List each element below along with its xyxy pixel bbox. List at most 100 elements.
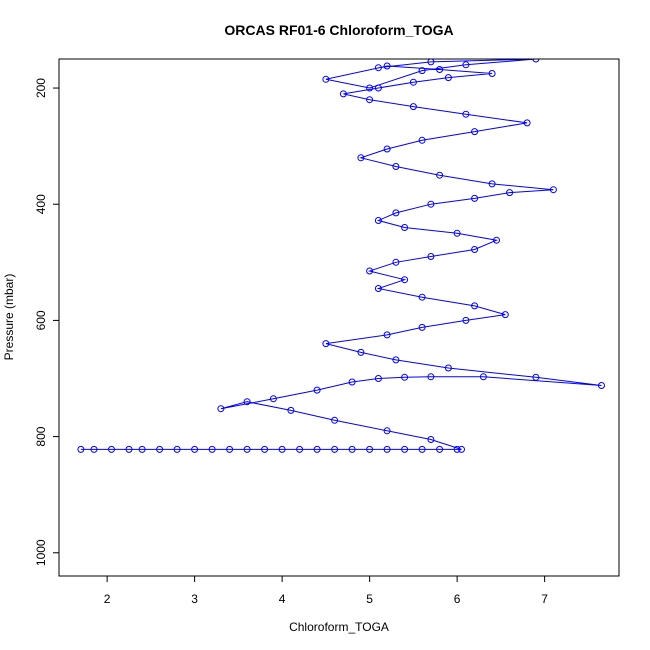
- data-point: [208, 445, 216, 453]
- x-tick-label: 3: [191, 592, 198, 606]
- data-point: [357, 348, 365, 356]
- y-tick-label: 400: [34, 194, 48, 214]
- data-point: [383, 427, 391, 435]
- data-point: [532, 373, 540, 381]
- data-point: [471, 302, 479, 310]
- data-point: [278, 445, 286, 453]
- data-point: [392, 258, 400, 266]
- data-point: [488, 70, 496, 77]
- data-point: [418, 293, 426, 301]
- data-point: [458, 445, 465, 453]
- data-point: [357, 154, 365, 162]
- data-point: [331, 445, 339, 453]
- x-tick-label: 6: [454, 592, 461, 606]
- data-point: [339, 90, 347, 98]
- data-point: [532, 59, 540, 63]
- data-point: [409, 78, 417, 86]
- data-point: [383, 145, 391, 153]
- data-point: [322, 340, 330, 348]
- data-point: [436, 171, 444, 179]
- data-point: [401, 373, 409, 381]
- data-point: [401, 276, 409, 284]
- x-tick-label: 4: [279, 592, 286, 606]
- data-point: [427, 373, 435, 381]
- data-point: [462, 61, 470, 69]
- data-point: [173, 445, 181, 453]
- data-point: [374, 285, 382, 292]
- data-point: [392, 356, 400, 364]
- data-point: [462, 110, 470, 118]
- data-point: [331, 416, 339, 424]
- data-point: [90, 445, 98, 453]
- series-layer: [77, 59, 605, 453]
- chart-title: ORCAS RF01-6 Chloroform_TOGA: [224, 22, 453, 38]
- data-point: [374, 64, 382, 72]
- data-point: [156, 445, 164, 453]
- data-point: [471, 194, 479, 202]
- x-tick-label: 2: [104, 592, 111, 606]
- data-point: [453, 229, 461, 237]
- data-point: [549, 186, 557, 194]
- data-point: [366, 96, 374, 104]
- data-point: [383, 62, 391, 70]
- y-axis: 200 400 600 800 1000: [34, 78, 59, 566]
- data-point: [462, 316, 470, 324]
- data-point: [471, 128, 479, 136]
- data-point: [296, 445, 304, 453]
- data-point: [436, 445, 444, 453]
- data-point: [444, 74, 452, 82]
- data-point: [598, 382, 605, 389]
- data-point: [383, 445, 391, 453]
- y-tick-label: 600: [34, 310, 48, 330]
- y-tick-label: 200: [34, 78, 48, 98]
- data-point: [313, 445, 321, 453]
- data-point: [261, 445, 269, 453]
- data-point: [427, 436, 435, 443]
- y-tick-label: 1000: [34, 539, 48, 566]
- series-line: [80, 59, 602, 450]
- x-tick-label: 5: [366, 592, 373, 606]
- data-point: [138, 445, 146, 453]
- data-point: [479, 373, 487, 381]
- data-point: [401, 224, 409, 231]
- data-point: [453, 445, 461, 453]
- plot-frame: [58, 58, 620, 577]
- data-point: [125, 445, 133, 453]
- data-point: [366, 267, 374, 275]
- data-point: [427, 200, 435, 208]
- data-point: [471, 246, 479, 253]
- data-point: [493, 236, 500, 244]
- data-point: [392, 163, 400, 170]
- data-point: [506, 189, 514, 197]
- x-axis: 2 3 4 5 6 7: [104, 576, 548, 606]
- data-point: [322, 75, 330, 83]
- data-point: [401, 445, 409, 453]
- data-point: [243, 445, 251, 453]
- data-point: [501, 311, 509, 319]
- data-point: [226, 445, 234, 453]
- data-point: [427, 59, 435, 66]
- data-point: [374, 375, 382, 382]
- data-point: [436, 66, 444, 73]
- data-point: [366, 445, 374, 453]
- data-point: [523, 119, 531, 127]
- x-tick-label: 7: [541, 592, 548, 606]
- y-axis-label: Pressure (mbar): [2, 274, 16, 361]
- data-point: [392, 209, 400, 217]
- data-point: [287, 406, 295, 414]
- data-point: [427, 253, 435, 260]
- data-point: [191, 445, 199, 453]
- x-axis-label: Chloroform_TOGA: [289, 620, 389, 634]
- data-point: [409, 103, 417, 111]
- y-tick-label: 800: [34, 426, 48, 446]
- data-point: [348, 378, 356, 386]
- data-point: [269, 395, 277, 403]
- data-point: [374, 217, 382, 224]
- data-point: [366, 84, 374, 92]
- data-point: [383, 331, 391, 339]
- data-point: [313, 386, 321, 394]
- data-point: [488, 180, 496, 188]
- data-point: [348, 445, 356, 453]
- data-point: [217, 405, 225, 413]
